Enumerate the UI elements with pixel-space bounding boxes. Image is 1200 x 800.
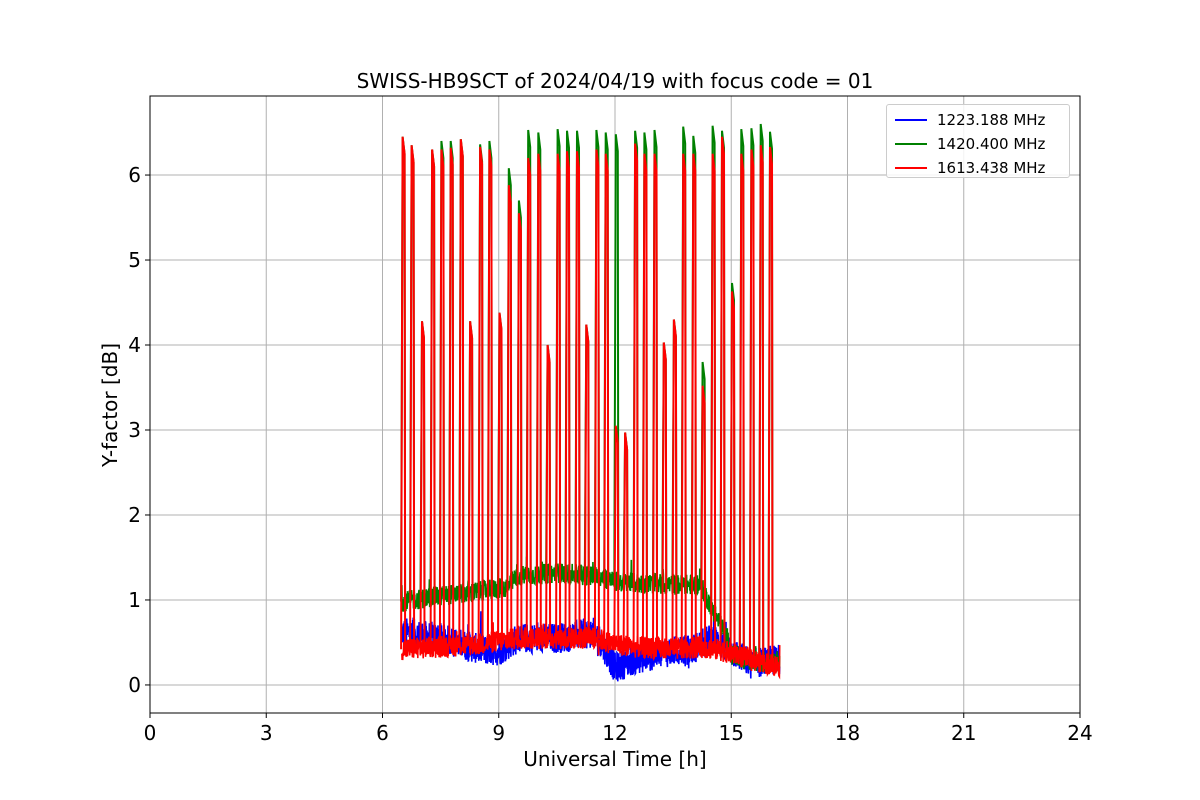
x-tick-label: 21 [951,721,976,745]
peak-mark [622,432,629,646]
peak-mark [448,147,455,647]
y-axis-label: Y-factor [dB] [98,343,122,468]
x-tick-label: 24 [1067,721,1092,745]
peak-mark [661,342,668,649]
x-tick-label: 18 [835,721,860,745]
peak-mark [613,134,620,582]
legend-item: 1223.188 MHz [893,108,1063,132]
peak-mark [700,385,707,648]
x-tick-label: 3 [260,721,273,745]
peak-mark [525,157,532,639]
legend-label: 1420.400 MHz [937,135,1046,153]
legend-label: 1613.438 MHz [937,159,1046,177]
peak-mark [419,321,426,648]
plot-area [400,123,781,682]
y-tick-label: 6 [128,163,141,187]
peak-mark [497,312,503,642]
peak-mark [738,153,745,657]
x-tick-label: 9 [492,721,505,745]
legend-swatch [895,119,927,121]
peak-mark [545,344,552,639]
peak-mark [555,153,562,639]
chart-title: SWISS-HB9SCT of 2024/04/19 with focus co… [357,69,874,93]
peak-mark [729,291,736,654]
peak-mark [467,321,474,645]
legend-item: 1420.400 MHz [893,132,1063,156]
legend-item: 1613.438 MHz [893,156,1063,180]
peak-mark [748,149,755,660]
y-tick-label: 2 [128,503,141,527]
peak-mark [671,319,678,650]
peak-mark [516,213,523,639]
peak-mark [438,149,445,647]
x-tick-label: 12 [602,721,627,745]
peak-mark [613,425,620,645]
y-tick-label: 4 [128,333,141,357]
legend-swatch [895,167,927,169]
x-axis-label: Universal Time [h] [523,747,706,771]
peak-mark [719,136,726,651]
peak-mark [758,145,765,662]
series-line [401,556,781,674]
legend-label: 1223.188 MHz [937,111,1046,129]
y-tick-label: 1 [128,588,141,612]
peak-mark [652,153,658,649]
peak-mark [641,153,648,648]
peak-mark [632,143,639,647]
legend: 1223.188 MHz 1420.400 MHz 1613.438 MHz [886,104,1070,178]
peak-mark [535,153,542,639]
peak-mark [593,149,600,639]
x-tick-label: 6 [376,721,389,745]
x-tick-label: 0 [144,721,157,745]
peak-mark [486,149,493,643]
peak-mark [680,153,687,649]
peak-mark [603,153,610,642]
y-tick-label: 3 [128,418,141,442]
peak-mark [690,153,697,648]
legend-swatch [895,143,927,145]
peak-mark [429,149,436,648]
peak-mark [506,185,513,640]
series-line [401,622,781,680]
peak-mark [409,145,416,649]
peak-mark [583,324,590,639]
x-tick-label: 15 [719,721,744,745]
y-tick-label: 0 [128,673,141,697]
peak-mark [458,139,465,646]
y-tick-label: 5 [128,248,141,272]
peak-mark [564,151,571,639]
peak-mark [574,151,581,639]
peak-mark [767,146,774,665]
peak-mark [710,153,717,650]
peak-mark [477,146,484,645]
peak-mark [400,136,407,650]
